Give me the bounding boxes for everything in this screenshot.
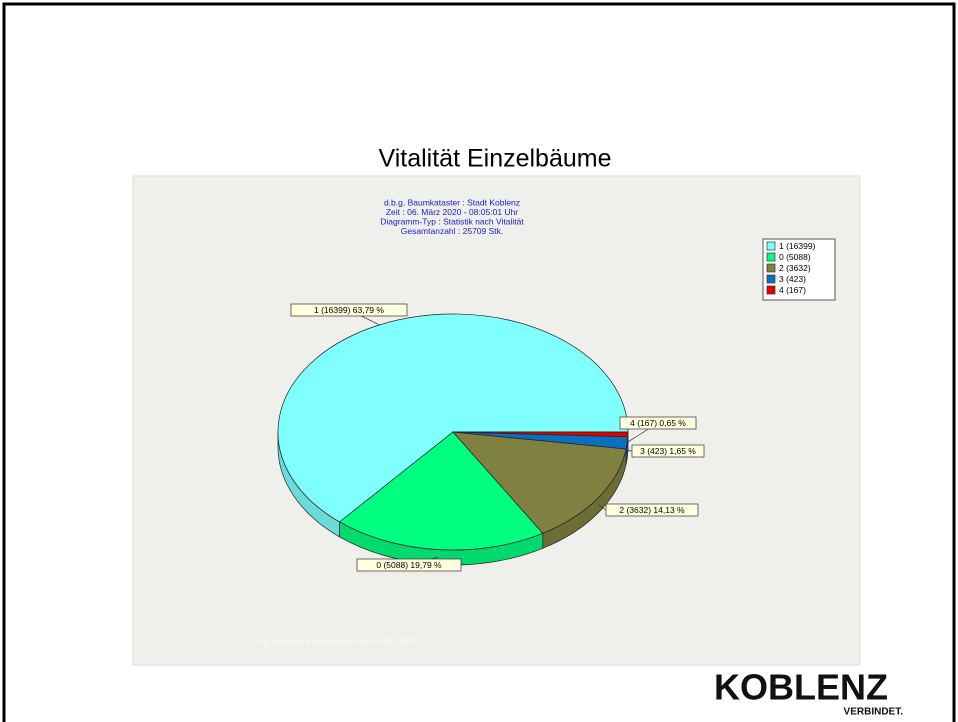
leader-line (627, 450, 633, 452)
data-label-box (619, 416, 697, 430)
legend-label: 1 (16399) (779, 241, 816, 251)
pie-slice (277, 313, 629, 523)
legend-swatch (766, 274, 776, 284)
data-label: 3 (423) 1,65 % (640, 446, 696, 456)
legend-swatch (766, 241, 776, 251)
subtitle: Zeit : 06. März 2020 - 08:05:01 Uhr (386, 207, 518, 217)
data-label-box (290, 303, 408, 317)
data-label: 4 (167) 0,65 % (630, 418, 686, 428)
footer: d.b.g. Datenbank gesellschaft mbH 1995-2… (250, 637, 416, 646)
legend-label: 0 (5088) (779, 252, 811, 262)
data-label-box (631, 444, 705, 458)
pie-slice (339, 431, 544, 551)
pie-slice (452, 431, 627, 534)
pie-slice (452, 431, 629, 438)
subtitle: Diagramm-Typ : Statistik nach Vitalität (380, 216, 524, 226)
data-label: 2 (3632) 14,13 % (619, 505, 685, 515)
data-label: 1 (16399) 63,79 % (314, 305, 384, 315)
legend-label: 4 (167) (779, 285, 806, 295)
legend-swatch (766, 263, 776, 273)
subtitle: Gesamtanzahl : 25709 Stk. (401, 226, 504, 236)
leader-line (598, 504, 607, 511)
data-label-box (605, 503, 699, 517)
legend-swatch (766, 285, 776, 295)
data-label: 0 (5088) 19,79 % (376, 560, 442, 570)
legend-swatch (766, 252, 776, 262)
logo-name: KOBLENZ (714, 667, 888, 708)
data-label-box (356, 558, 462, 572)
logo-tagline: VERBINDET. (844, 707, 904, 718)
subtitle: d.b.g. Baumkataster : Stadt Koblenz (384, 197, 520, 207)
legend-label: 3 (423) (779, 274, 806, 284)
legend-label: 2 (3632) (779, 263, 811, 273)
chart-title: Vitalität Einzelbäume (378, 145, 611, 173)
